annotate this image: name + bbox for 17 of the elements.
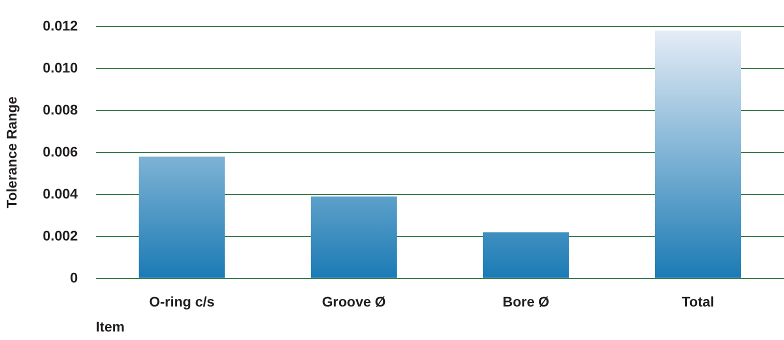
x-tick-label: Groove Ø [322,294,386,310]
bar [482,232,569,278]
bar [310,196,397,278]
x-tick-label: Bore Ø [502,294,550,310]
y-tick-label: 0.002 [42,227,78,244]
y-tick-label: 0.012 [42,17,78,34]
y-tick-label: 0.008 [42,101,78,118]
y-tick-label: 0.006 [42,143,78,160]
x-tick-label: Total [682,294,714,310]
bar [654,30,741,278]
y-tick-label: 0.004 [42,185,78,202]
bar [138,156,225,278]
x-axis-title: Item [96,318,125,334]
y-tick-label: 0 [70,269,78,286]
x-tick-label: O-ring c/s [149,294,215,310]
y-tick-label: 0.010 [42,59,78,76]
y-axis-title: Tolerance Range [3,96,20,208]
